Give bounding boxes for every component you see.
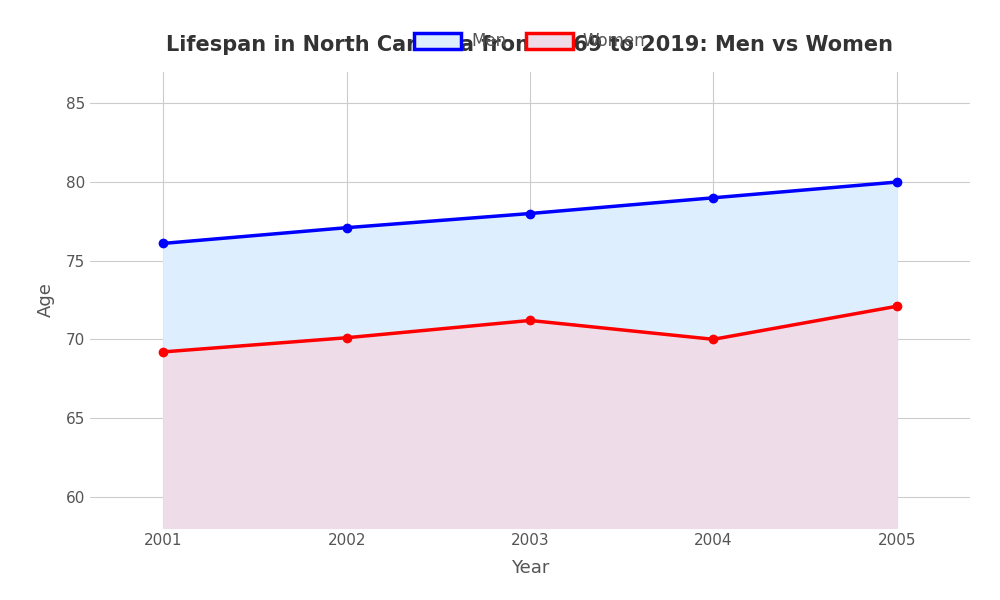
Y-axis label: Age: Age bbox=[37, 283, 55, 317]
Legend: Men, Women: Men, Women bbox=[408, 26, 652, 57]
Title: Lifespan in North Carolina from 1969 to 2019: Men vs Women: Lifespan in North Carolina from 1969 to … bbox=[166, 35, 894, 55]
X-axis label: Year: Year bbox=[511, 559, 549, 577]
